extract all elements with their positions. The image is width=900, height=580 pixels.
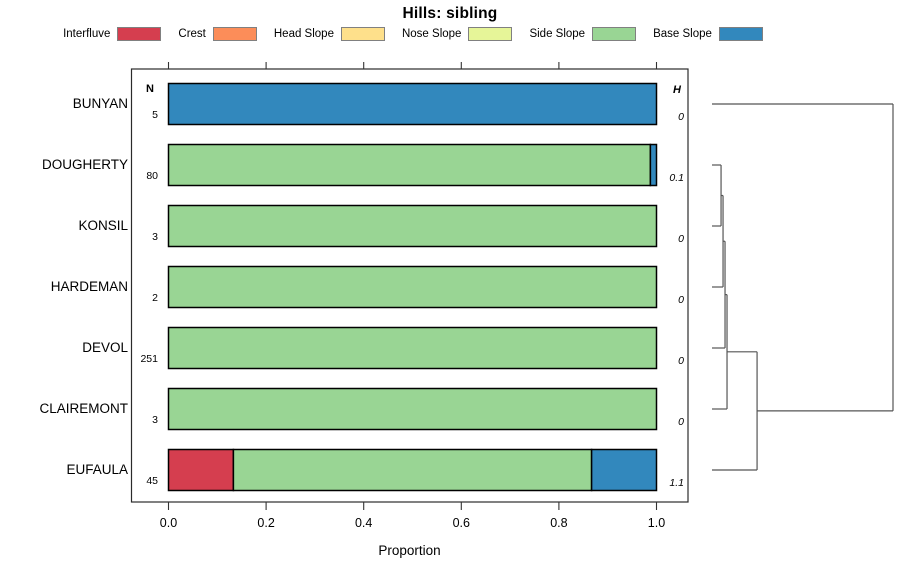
n-value: 5 — [152, 109, 158, 121]
h-value: 0 — [678, 294, 684, 306]
bar-segment-base-slope — [590, 448, 658, 492]
legend-item-base-slope: Base Slope — [653, 26, 763, 41]
legend-label: Side Slope — [529, 27, 586, 40]
x-tick-label: 0.6 — [452, 516, 470, 530]
bar-segment-side-slope — [167, 326, 658, 370]
legend-item-crest: Crest — [178, 26, 257, 41]
legend-item-head-slope: Head Slope — [273, 26, 385, 41]
n-value: 2 — [152, 292, 158, 304]
x-tick-label: 1.0 — [647, 516, 666, 530]
legend-swatch-base-slope — [718, 26, 763, 41]
bar-segment-side-slope — [167, 387, 658, 431]
n-value: 3 — [152, 414, 158, 426]
legend-label: Nose Slope — [401, 27, 462, 40]
h-value: 0.1 — [669, 172, 684, 184]
x-tick-label: 0.2 — [257, 516, 275, 530]
row-label: DEVOL — [82, 340, 128, 355]
legend-label: Head Slope — [273, 27, 334, 40]
legend-label: Base Slope — [653, 27, 712, 40]
row-label: KONSIL — [78, 218, 128, 233]
bar-segment-side-slope — [232, 448, 593, 492]
x-tick-label: 0.8 — [550, 516, 568, 530]
row-label: DOUGHERTY — [41, 157, 128, 172]
legend-swatch-nose-slope — [468, 26, 513, 41]
legend-label: Interfluve — [63, 27, 111, 40]
x-tick-label: 0.0 — [159, 516, 178, 530]
row-label: HARDEMAN — [50, 279, 128, 294]
h-column-header: H — [673, 84, 681, 96]
n-column-header: N — [146, 83, 154, 95]
legend-item-side-slope: Side Slope — [529, 26, 637, 41]
legend-label: Crest — [178, 27, 206, 40]
h-value: 0 — [678, 233, 684, 245]
panel-border — [130, 68, 689, 503]
h-value: 0 — [678, 355, 684, 367]
row-label: EUFAULA — [66, 462, 128, 477]
n-value: 45 — [146, 475, 158, 487]
h-value: 1.1 — [669, 477, 684, 489]
legend-swatch-crest — [212, 26, 257, 41]
n-value: 251 — [140, 353, 158, 365]
bar-segment-base-slope — [167, 82, 658, 126]
row-label: CLAIREMONT — [39, 401, 128, 416]
legend: Interfluve Crest Head Slope Nose Slope Side … — [33, 25, 793, 42]
x-tick-label: 0.4 — [354, 516, 373, 530]
bar-segment-base-slope — [649, 143, 658, 187]
legend-swatch-interfluve — [117, 26, 162, 41]
chart-title: Hills: sibling — [402, 5, 498, 22]
legend-item-interfluve: Interfluve — [63, 26, 162, 41]
h-value: 0 — [678, 111, 684, 123]
n-value: 80 — [146, 170, 158, 182]
n-value: 3 — [152, 231, 158, 243]
row-label: BUNYAN — [72, 96, 128, 111]
legend-item-nose-slope: Nose Slope — [401, 26, 513, 41]
bar-segment-side-slope — [167, 204, 658, 248]
x-axis-title: Proportion — [378, 543, 441, 558]
bar-segment-side-slope — [167, 265, 658, 309]
legend-swatch-head-slope — [340, 26, 385, 41]
bar-segment-interfluve — [167, 448, 235, 492]
h-value: 0 — [678, 416, 684, 428]
legend-swatch-side-slope — [592, 26, 637, 41]
bar-segment-side-slope — [167, 143, 652, 187]
